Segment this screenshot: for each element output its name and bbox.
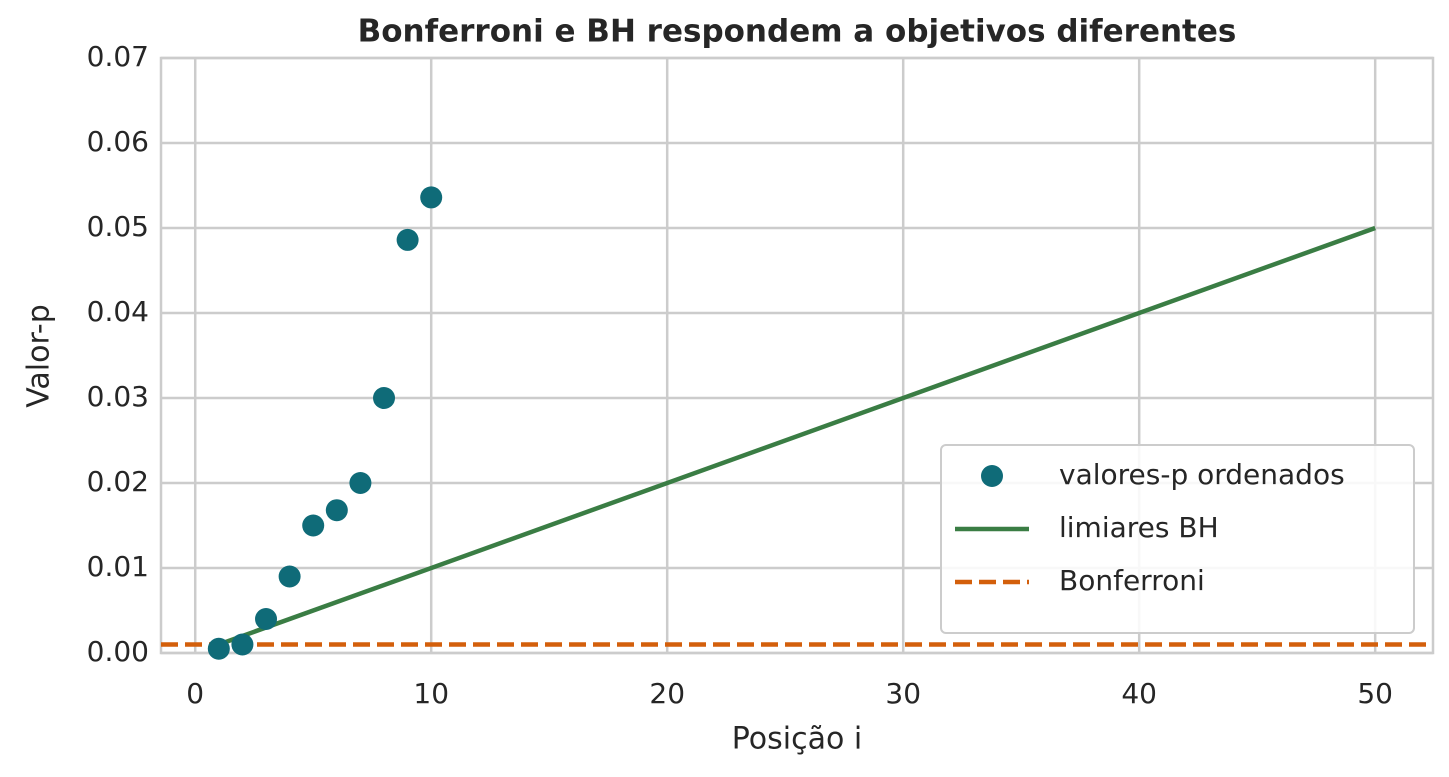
x-tick-label: 0 — [186, 677, 204, 710]
y-tick-label: 0.06 — [87, 125, 149, 158]
chart-title: Bonferroni e BH respondem a objetivos di… — [358, 14, 1237, 50]
point — [278, 565, 301, 588]
x-tick-label: 20 — [649, 677, 685, 710]
y-tick-label: 0.01 — [87, 550, 149, 583]
point — [349, 472, 372, 494]
x-tick-label: 10 — [413, 677, 449, 710]
x-tick-label: 50 — [1357, 677, 1393, 710]
y-axis-label: Valor-p — [22, 304, 57, 408]
x-tick-label: 40 — [1121, 677, 1157, 710]
legend: valores-p ordenados limiares BH Bonferroni — [940, 444, 1415, 634]
x-axis-label: Posição i — [732, 722, 862, 757]
plot-frame — [159, 56, 1435, 655]
y-tick-label: 0.02 — [87, 465, 149, 498]
y-tick-label: 0.07 — [87, 40, 149, 73]
point — [420, 186, 443, 209]
point — [255, 608, 278, 630]
legend-box — [940, 444, 1415, 634]
line — [218, 225, 1376, 647]
y-tick-label: 0.00 — [87, 635, 149, 668]
y-tick-label: 0.04 — [87, 295, 149, 328]
y-tick-label: 0.03 — [87, 380, 149, 413]
legend-label: Bonferroni — [1059, 564, 1205, 597]
point — [302, 514, 325, 537]
legend-label: valores-p ordenados — [1059, 458, 1345, 491]
legend-label: limiares BH — [1059, 511, 1219, 544]
point — [231, 633, 254, 656]
point — [325, 499, 348, 522]
y-tick-label: 0.05 — [87, 210, 149, 243]
point — [373, 387, 396, 409]
point — [396, 228, 419, 251]
x-tick-label: 30 — [885, 677, 921, 710]
legend-marker — [981, 465, 1003, 487]
point — [207, 637, 230, 660]
